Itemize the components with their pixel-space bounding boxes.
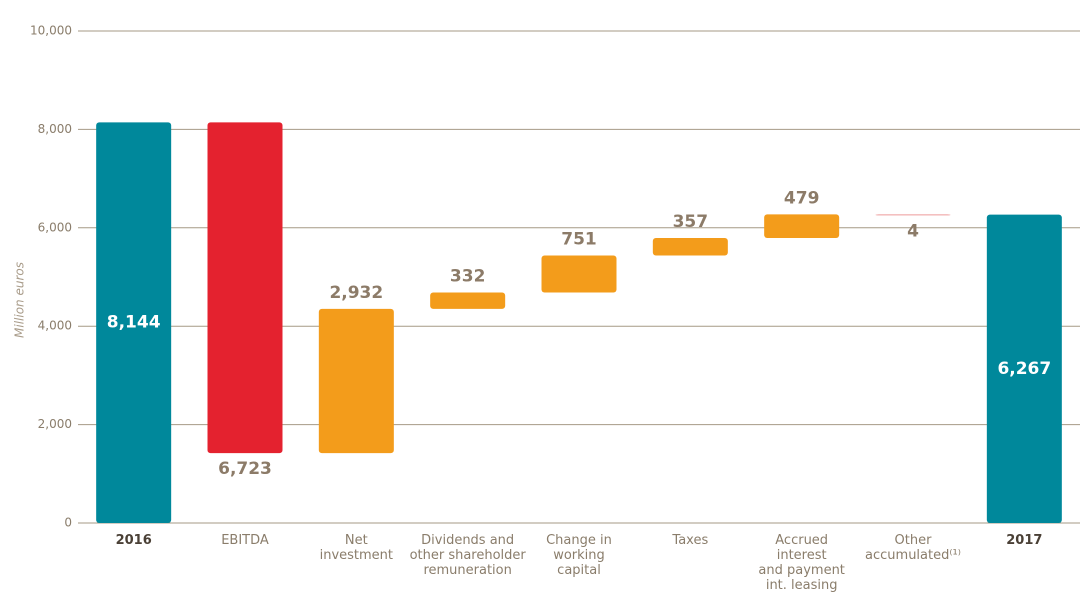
y-tick-label: 2,000: [38, 417, 72, 431]
x-tick-label: 2016: [116, 533, 152, 548]
value-label: 2,932: [329, 283, 383, 303]
bar: [96, 122, 172, 524]
y-tick-label: 8,000: [38, 122, 72, 136]
value-label: 4: [907, 221, 919, 241]
y-tick-label: 10,000: [30, 24, 72, 38]
value-label: 751: [561, 230, 597, 250]
x-tick-label: 2017: [1006, 533, 1042, 548]
y-tick-label: 0: [64, 516, 72, 530]
value-label: 479: [784, 188, 820, 208]
value-label: 357: [673, 212, 709, 232]
value-label: 6,267: [997, 359, 1051, 379]
x-tick-label: Dividends and other shareholder remunerati…: [410, 533, 527, 578]
bar: [875, 214, 951, 216]
value-label: 8,144: [107, 313, 161, 333]
value-label: 332: [450, 266, 486, 286]
x-tick-label: Accrued interest and payment int. leasing: [758, 533, 845, 593]
y-tick-label: 6,000: [38, 220, 72, 234]
bar: [318, 308, 394, 454]
y-axis-label: Million euros: [13, 262, 27, 338]
x-tick-label: Net investment: [320, 533, 393, 563]
x-tick-label: Other accumulated⁽¹⁾: [865, 533, 961, 563]
bar: [764, 214, 840, 238]
y-tick-label: 4,000: [38, 319, 72, 333]
x-tick-label: Change in working capital: [546, 533, 612, 578]
bar: [652, 237, 728, 256]
bar: [986, 214, 1062, 523]
value-label: 6,723: [218, 459, 272, 479]
bar: [430, 292, 506, 309]
bar: [541, 255, 617, 293]
x-tick-label: Taxes: [671, 533, 708, 548]
x-tick-label: EBITDA: [221, 533, 269, 548]
bar: [207, 122, 283, 454]
